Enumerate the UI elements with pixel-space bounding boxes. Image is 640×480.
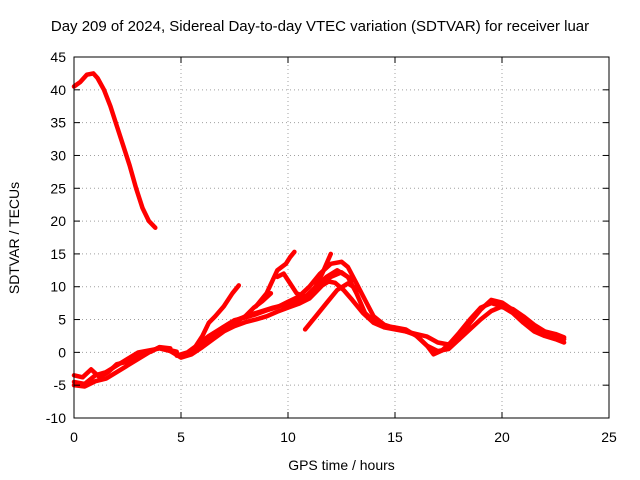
x-tick-label: 5 [177, 429, 185, 445]
series-line-s3 [71, 344, 179, 380]
x-axis-label: GPS time / hours [288, 457, 395, 473]
plot-frame [73, 56, 610, 419]
series-lines [71, 71, 567, 389]
y-tick-label: 10 [50, 279, 66, 295]
series-line-s1 [71, 71, 158, 230]
y-tick-label: -10 [46, 410, 66, 426]
series-line-s4 [71, 344, 173, 389]
tick-labels: 0 5 10 15 20 25 -10 -5 0 5 10 15 20 25 30 35 40 45 [46, 49, 617, 445]
series-line-s8 [189, 283, 242, 355]
y-tick-label: 45 [50, 49, 66, 65]
y-tick-label: 30 [50, 147, 66, 163]
y-tick-label: -5 [54, 377, 67, 393]
series-line-s10 [253, 249, 297, 309]
grid-lines [74, 57, 609, 418]
x-tick-label: 15 [387, 429, 403, 445]
y-tick-label: 15 [50, 246, 66, 262]
series-line-s7 [178, 259, 567, 359]
y-tick-label: 40 [50, 82, 66, 98]
x-tick-label: 25 [601, 429, 617, 445]
y-axis-label: SDTVAR / TECUs [6, 181, 22, 295]
y-tick-label: 20 [50, 213, 66, 229]
x-tick-label: 0 [70, 429, 78, 445]
x-tick-label: 10 [280, 429, 296, 445]
y-tick-label: 5 [58, 312, 66, 328]
series-line-s5 [168, 279, 567, 360]
x-tick-label: 20 [494, 429, 510, 445]
series-line-s13 [302, 281, 361, 332]
axis-ticks [73, 56, 610, 419]
series-line-s12 [307, 270, 355, 299]
y-tick-label: 35 [50, 115, 66, 131]
y-tick-label: 0 [58, 344, 66, 360]
y-tick-label: 25 [50, 180, 66, 196]
series-line-s11 [275, 251, 334, 299]
chart-title: Day 209 of 2024, Sidereal Day-to-day VTE… [50, 18, 590, 35]
